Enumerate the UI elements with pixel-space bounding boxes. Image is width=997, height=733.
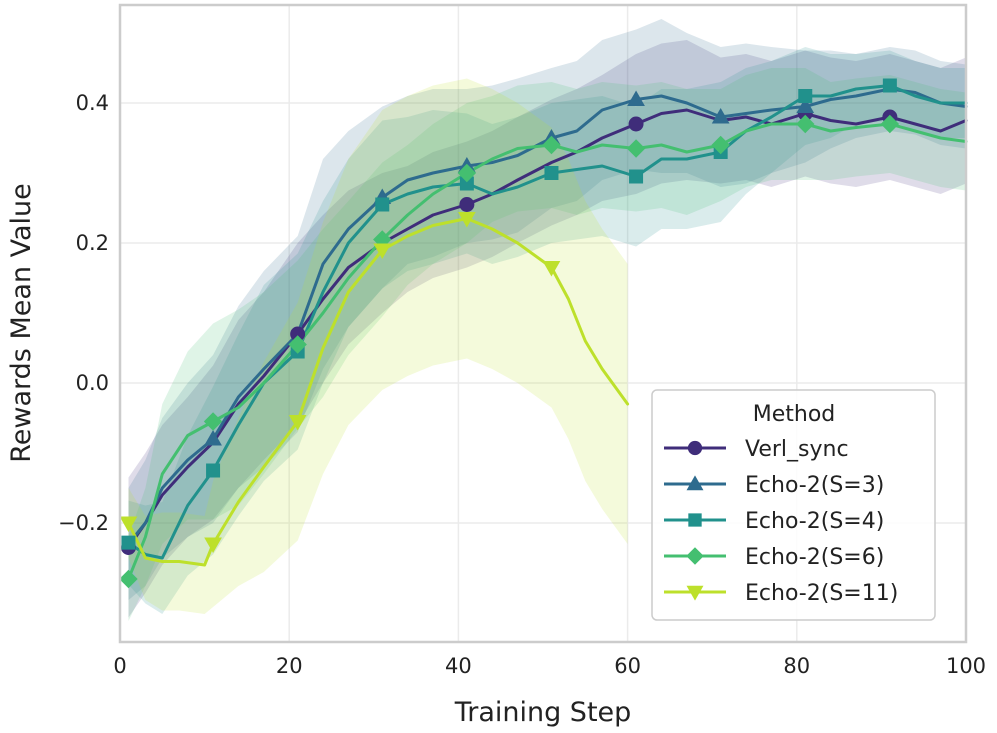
x-tick-label: 40 (445, 654, 472, 678)
marker-series-1-point-5 (711, 107, 730, 124)
marker-series-3-point-4 (457, 163, 477, 183)
marker-series-4-point-5 (542, 261, 561, 277)
marker-series-4-point-1 (204, 537, 222, 554)
marker-series-1-point-4 (627, 90, 645, 106)
y-tick-label: 0.4 (76, 91, 109, 115)
marker-series-2-point-9 (882, 78, 897, 93)
marker-series-2-point-1 (206, 463, 221, 478)
legend-marker-4 (686, 585, 704, 601)
marker-series-2-point-3 (375, 197, 390, 212)
legend-label-2: Echo-2(S=4) (745, 509, 884, 534)
x-axis-label: Training Step (454, 697, 632, 728)
plot-frame (118, 3, 968, 644)
line-series-4 (127, 217, 630, 567)
marker-series-4-point-2 (288, 415, 307, 431)
marker-series-4-point-4 (457, 212, 476, 228)
line-series-0 (127, 108, 968, 549)
marker-series-0-point-3 (628, 116, 644, 132)
y-axis-label: Rewards Mean Value (6, 183, 37, 463)
x-tick-label: 60 (614, 654, 641, 678)
y-tick-labels: −0.2 0.0 0.2 0.4 (58, 91, 109, 535)
marker-series-2-point-5 (544, 166, 559, 180)
series-markers (119, 78, 900, 589)
line-series-2 (127, 84, 968, 560)
marker-series-3-point-0 (119, 569, 138, 589)
legend-title: Method (753, 402, 836, 427)
marker-series-3-point-6 (626, 139, 646, 158)
legend-marker-0 (687, 440, 703, 456)
marker-series-3-point-1 (203, 412, 223, 431)
marker-series-4-point-3 (373, 243, 392, 260)
marker-series-4-point-0 (119, 516, 138, 533)
y-tick-label: −0.2 (58, 511, 109, 535)
x-tick-label: 20 (276, 654, 303, 678)
legend: Method Verl_sync Echo-2(S=3) Echo-2(S=4) Ec… (651, 389, 936, 621)
marker-series-3-point-7 (711, 135, 730, 155)
y-tick-label: 0.0 (76, 371, 109, 395)
marker-series-3-point-2 (288, 335, 307, 354)
legend-label-1: Echo-2(S=3) (745, 473, 884, 498)
band-series-2 (128, 47, 966, 614)
legend-label-0: Verl_sync (745, 437, 849, 462)
legend-marker-3 (686, 547, 704, 565)
marker-series-3-point-9 (880, 114, 900, 134)
series-lines (127, 84, 968, 581)
line-series-3 (127, 122, 968, 581)
x-tick-label: 0 (113, 654, 126, 678)
marker-series-2-point-8 (798, 89, 813, 103)
legend-marker-2 (688, 513, 702, 527)
legend-marker-1 (686, 475, 704, 491)
marker-series-1-point-6 (796, 97, 815, 113)
band-series-1 (128, 19, 966, 600)
marker-series-3-point-5 (542, 135, 561, 155)
legend-label-4: Echo-2(S=11) (745, 581, 898, 606)
marker-series-3-point-8 (796, 114, 815, 134)
marker-series-0-point-2 (459, 197, 475, 212)
x-tick-labels: 0 20 40 60 80 100 (113, 654, 986, 678)
x-tick-label: 80 (783, 654, 810, 678)
legend-label-3: Echo-2(S=6) (745, 545, 884, 570)
marker-series-1-point-0 (204, 429, 222, 446)
y-tick-label: 0.2 (76, 231, 109, 255)
x-tick-label: 100 (946, 654, 986, 678)
marker-series-2-point-0 (121, 535, 136, 550)
legend-items: Verl_sync Echo-2(S=3) Echo-2(S=4) Echo-2(S=… (664, 437, 898, 606)
marker-series-2-point-6 (629, 169, 644, 184)
